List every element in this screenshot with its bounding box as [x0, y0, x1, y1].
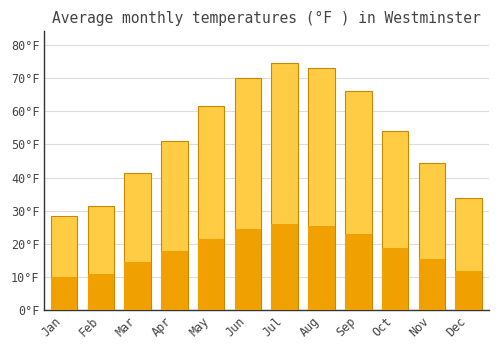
- Bar: [198, 106, 224, 310]
- Bar: [345, 91, 372, 310]
- Bar: [234, 229, 261, 310]
- Bar: [308, 68, 335, 310]
- Bar: [161, 251, 188, 310]
- Bar: [234, 78, 261, 310]
- Bar: [418, 163, 445, 310]
- Bar: [198, 239, 224, 310]
- Bar: [272, 224, 298, 310]
- Bar: [456, 197, 482, 310]
- Bar: [51, 277, 78, 310]
- Bar: [308, 225, 335, 310]
- Bar: [456, 271, 482, 310]
- Bar: [418, 259, 445, 310]
- Bar: [88, 274, 114, 310]
- Bar: [88, 206, 114, 310]
- Bar: [272, 63, 298, 310]
- Bar: [382, 131, 408, 310]
- Bar: [124, 173, 151, 310]
- Bar: [382, 248, 408, 310]
- Bar: [161, 141, 188, 310]
- Bar: [345, 234, 372, 310]
- Title: Average monthly temperatures (°F ) in Westminster: Average monthly temperatures (°F ) in We…: [52, 11, 480, 26]
- Bar: [51, 216, 78, 310]
- Bar: [124, 262, 151, 310]
